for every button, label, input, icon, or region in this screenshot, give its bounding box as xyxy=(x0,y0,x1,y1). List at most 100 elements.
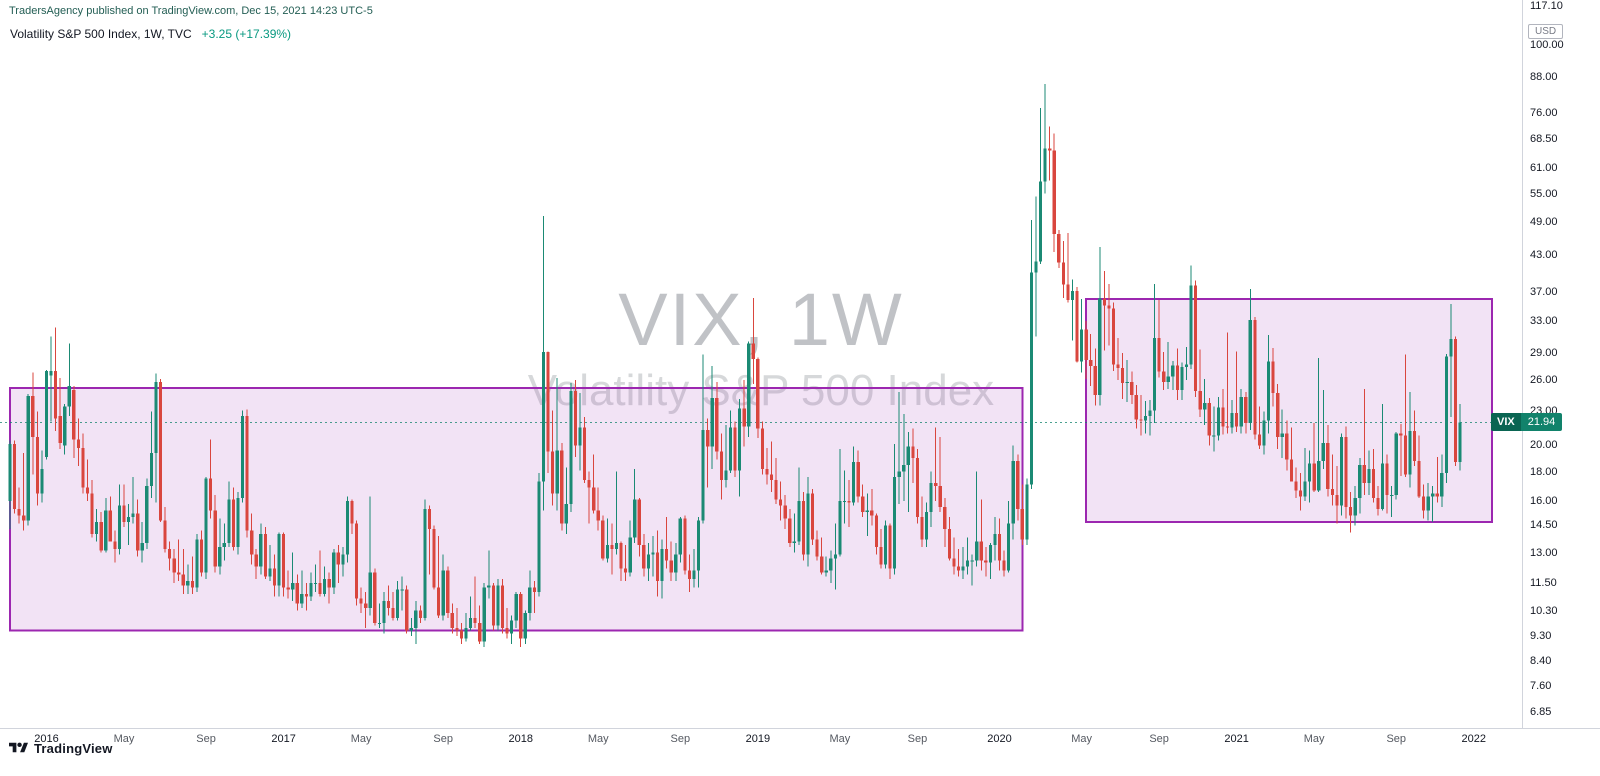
candle-body xyxy=(423,508,427,618)
price-axis[interactable]: USD 117.10 100.00 88.00 76.00 68.50 61.00 55.0… xyxy=(1524,0,1600,728)
candle-body xyxy=(1330,488,1334,495)
candle-body xyxy=(1057,233,1061,263)
candle-body xyxy=(888,525,892,569)
range-zones[interactable] xyxy=(9,298,1494,632)
candle-body xyxy=(478,622,482,642)
time-axis-label: Sep xyxy=(433,733,453,745)
candle-body xyxy=(938,485,942,508)
symbol-title: Volatility S&P 500 Index, 1W, TVC xyxy=(10,27,192,41)
candle-body xyxy=(523,612,527,639)
candle-body xyxy=(1239,396,1243,427)
candle-body xyxy=(833,554,837,559)
candle-body xyxy=(204,478,208,573)
candle-body xyxy=(1244,396,1248,423)
candle-body xyxy=(1134,394,1138,420)
time-axis-label: May xyxy=(1071,733,1092,745)
candle-body xyxy=(870,510,874,516)
candle-body xyxy=(874,515,878,547)
candle-body xyxy=(1390,494,1394,496)
candle-body xyxy=(126,517,131,523)
candle-body xyxy=(181,574,185,586)
price-tick-label: 76.00 xyxy=(1530,107,1558,120)
candle-body xyxy=(131,513,135,518)
candle-body xyxy=(113,541,117,549)
candle-body xyxy=(555,450,559,494)
candle-body xyxy=(1440,473,1444,497)
candle-body xyxy=(63,406,67,446)
candle-body xyxy=(487,585,491,588)
candle-body xyxy=(218,546,222,567)
candle-body xyxy=(222,543,226,547)
candle-body xyxy=(879,546,883,565)
price-tick-label: 18.00 xyxy=(1530,465,1558,478)
candle-body xyxy=(897,471,901,478)
candle-body xyxy=(1070,291,1075,300)
candle-body xyxy=(1417,460,1421,497)
candle-body xyxy=(1194,285,1198,391)
candle-body xyxy=(1216,407,1220,436)
candle-body xyxy=(199,539,204,573)
candle-body xyxy=(359,598,363,604)
time-axis-label: 2021 xyxy=(1224,733,1249,745)
price-tick-label: 55.00 xyxy=(1530,187,1558,200)
range-zone[interactable] xyxy=(1085,298,1494,524)
candle-body xyxy=(1002,560,1006,571)
candle-body xyxy=(756,359,760,429)
price-tick-label: 6.85 xyxy=(1530,706,1552,718)
candle-body xyxy=(268,568,272,577)
candle-body xyxy=(259,534,263,567)
time-axis-label: 2020 xyxy=(987,733,1012,745)
candle-body xyxy=(1189,285,1193,365)
candle-body xyxy=(733,427,737,471)
badge-price: 21.94 xyxy=(1520,413,1563,432)
candle-body xyxy=(1335,494,1339,506)
candle-body xyxy=(1102,298,1106,306)
candle-body xyxy=(865,510,869,513)
candle-body xyxy=(441,570,445,616)
candle-body xyxy=(1362,464,1366,483)
candle-body xyxy=(1180,367,1184,390)
candle-body xyxy=(1116,364,1120,369)
candle-body xyxy=(528,587,532,613)
candle-body xyxy=(1344,436,1348,508)
candle-body xyxy=(373,572,377,623)
candle-body xyxy=(163,520,167,549)
candle-body xyxy=(719,451,723,481)
candle-body xyxy=(291,583,295,590)
candle-body xyxy=(99,522,103,551)
candle-body xyxy=(646,554,650,569)
candle-body xyxy=(587,480,591,488)
candle-body xyxy=(464,628,468,639)
candle-body xyxy=(847,500,851,503)
candle-body xyxy=(665,548,669,561)
candle-body xyxy=(1043,148,1047,182)
price-tick-label: 33.00 xyxy=(1530,314,1558,327)
candle-body xyxy=(72,389,76,440)
candle-body xyxy=(459,630,464,639)
candle-body xyxy=(861,496,865,513)
candle-body xyxy=(168,548,172,559)
time-axis-label: May xyxy=(587,733,609,745)
candle-body xyxy=(117,505,122,549)
candle-body xyxy=(1121,368,1125,384)
candle-body xyxy=(829,558,833,571)
candle-body xyxy=(1294,481,1298,491)
candle-body xyxy=(669,560,673,573)
candle-body xyxy=(943,507,947,529)
candle-body xyxy=(172,558,176,573)
time-axis[interactable]: 2016 May Sep 2017 May Sep 2018 May Sep 2019 May Sep… xyxy=(0,731,1522,753)
candle-body xyxy=(345,500,350,555)
candle-body xyxy=(323,578,327,595)
candle-body xyxy=(683,518,687,571)
candle-body xyxy=(1038,181,1043,262)
candle-body xyxy=(596,510,600,521)
candle-body xyxy=(190,580,194,588)
price-tick-label: 49.00 xyxy=(1530,216,1558,229)
tradingview-branding[interactable]: TradingView xyxy=(9,740,113,756)
candle-body xyxy=(295,583,299,604)
range-zone[interactable] xyxy=(9,386,1024,632)
candle-body xyxy=(902,464,906,472)
candle-body xyxy=(1230,412,1234,428)
